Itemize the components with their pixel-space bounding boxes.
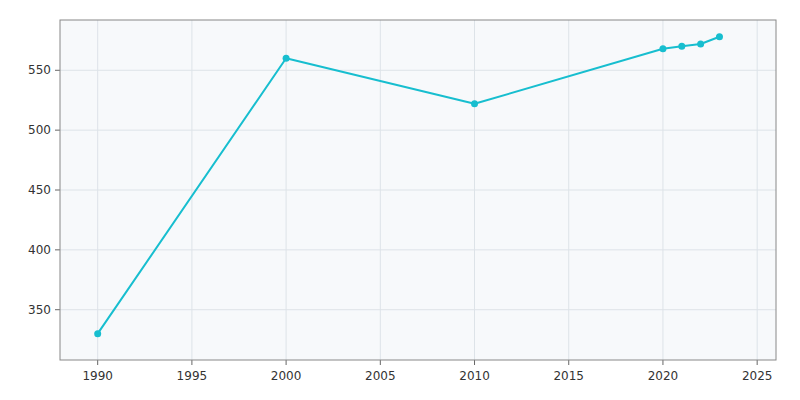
- tick-label: 2015: [553, 369, 584, 383]
- tick-label: 2005: [365, 369, 396, 383]
- tick-mark: [568, 360, 569, 365]
- chart: 1990 1995 2000 2005 2010 2015 2020 2025 350 400 45…: [0, 0, 800, 400]
- point: [697, 40, 704, 47]
- tick-mark: [662, 360, 663, 365]
- point: [94, 330, 101, 337]
- tick-label: 500: [28, 123, 51, 137]
- grid-line: [60, 309, 776, 310]
- tick-label: 2020: [648, 369, 679, 383]
- grid-line: [60, 249, 776, 250]
- tick-mark: [55, 249, 60, 250]
- tick-mark: [286, 360, 287, 365]
- series: [94, 33, 723, 337]
- line: [98, 37, 720, 334]
- tick-mark: [191, 360, 192, 365]
- grid-line: [60, 130, 776, 131]
- grid: [60, 20, 776, 360]
- tick-mark: [380, 360, 381, 365]
- tick-label: 1995: [177, 369, 208, 383]
- tick-label: 2000: [271, 369, 302, 383]
- axes: 1990 1995 2000 2005 2010 2015 2020 2025 350 400 45…: [28, 20, 776, 383]
- point: [659, 45, 666, 52]
- tick-label: 1990: [82, 369, 113, 383]
- tick-mark: [474, 360, 475, 365]
- plot-area: [60, 20, 776, 360]
- tick-label: 450: [28, 183, 51, 197]
- grid-line: [60, 190, 776, 191]
- tick-mark: [757, 360, 758, 365]
- tick-mark: [55, 70, 60, 71]
- tick-label: 350: [28, 303, 51, 317]
- tick-mark: [97, 360, 98, 365]
- tick-mark: [55, 130, 60, 131]
- tick-label: 400: [28, 243, 51, 257]
- tick-mark: [55, 190, 60, 191]
- point: [716, 33, 723, 40]
- point: [283, 55, 290, 62]
- tick-label: 2010: [459, 369, 490, 383]
- plot-frame: [60, 20, 776, 360]
- tick-mark: [55, 309, 60, 310]
- tick-label: 2025: [742, 369, 773, 383]
- point: [678, 43, 685, 50]
- point: [471, 100, 478, 107]
- grid-line: [60, 70, 776, 71]
- tick-label: 550: [28, 63, 51, 77]
